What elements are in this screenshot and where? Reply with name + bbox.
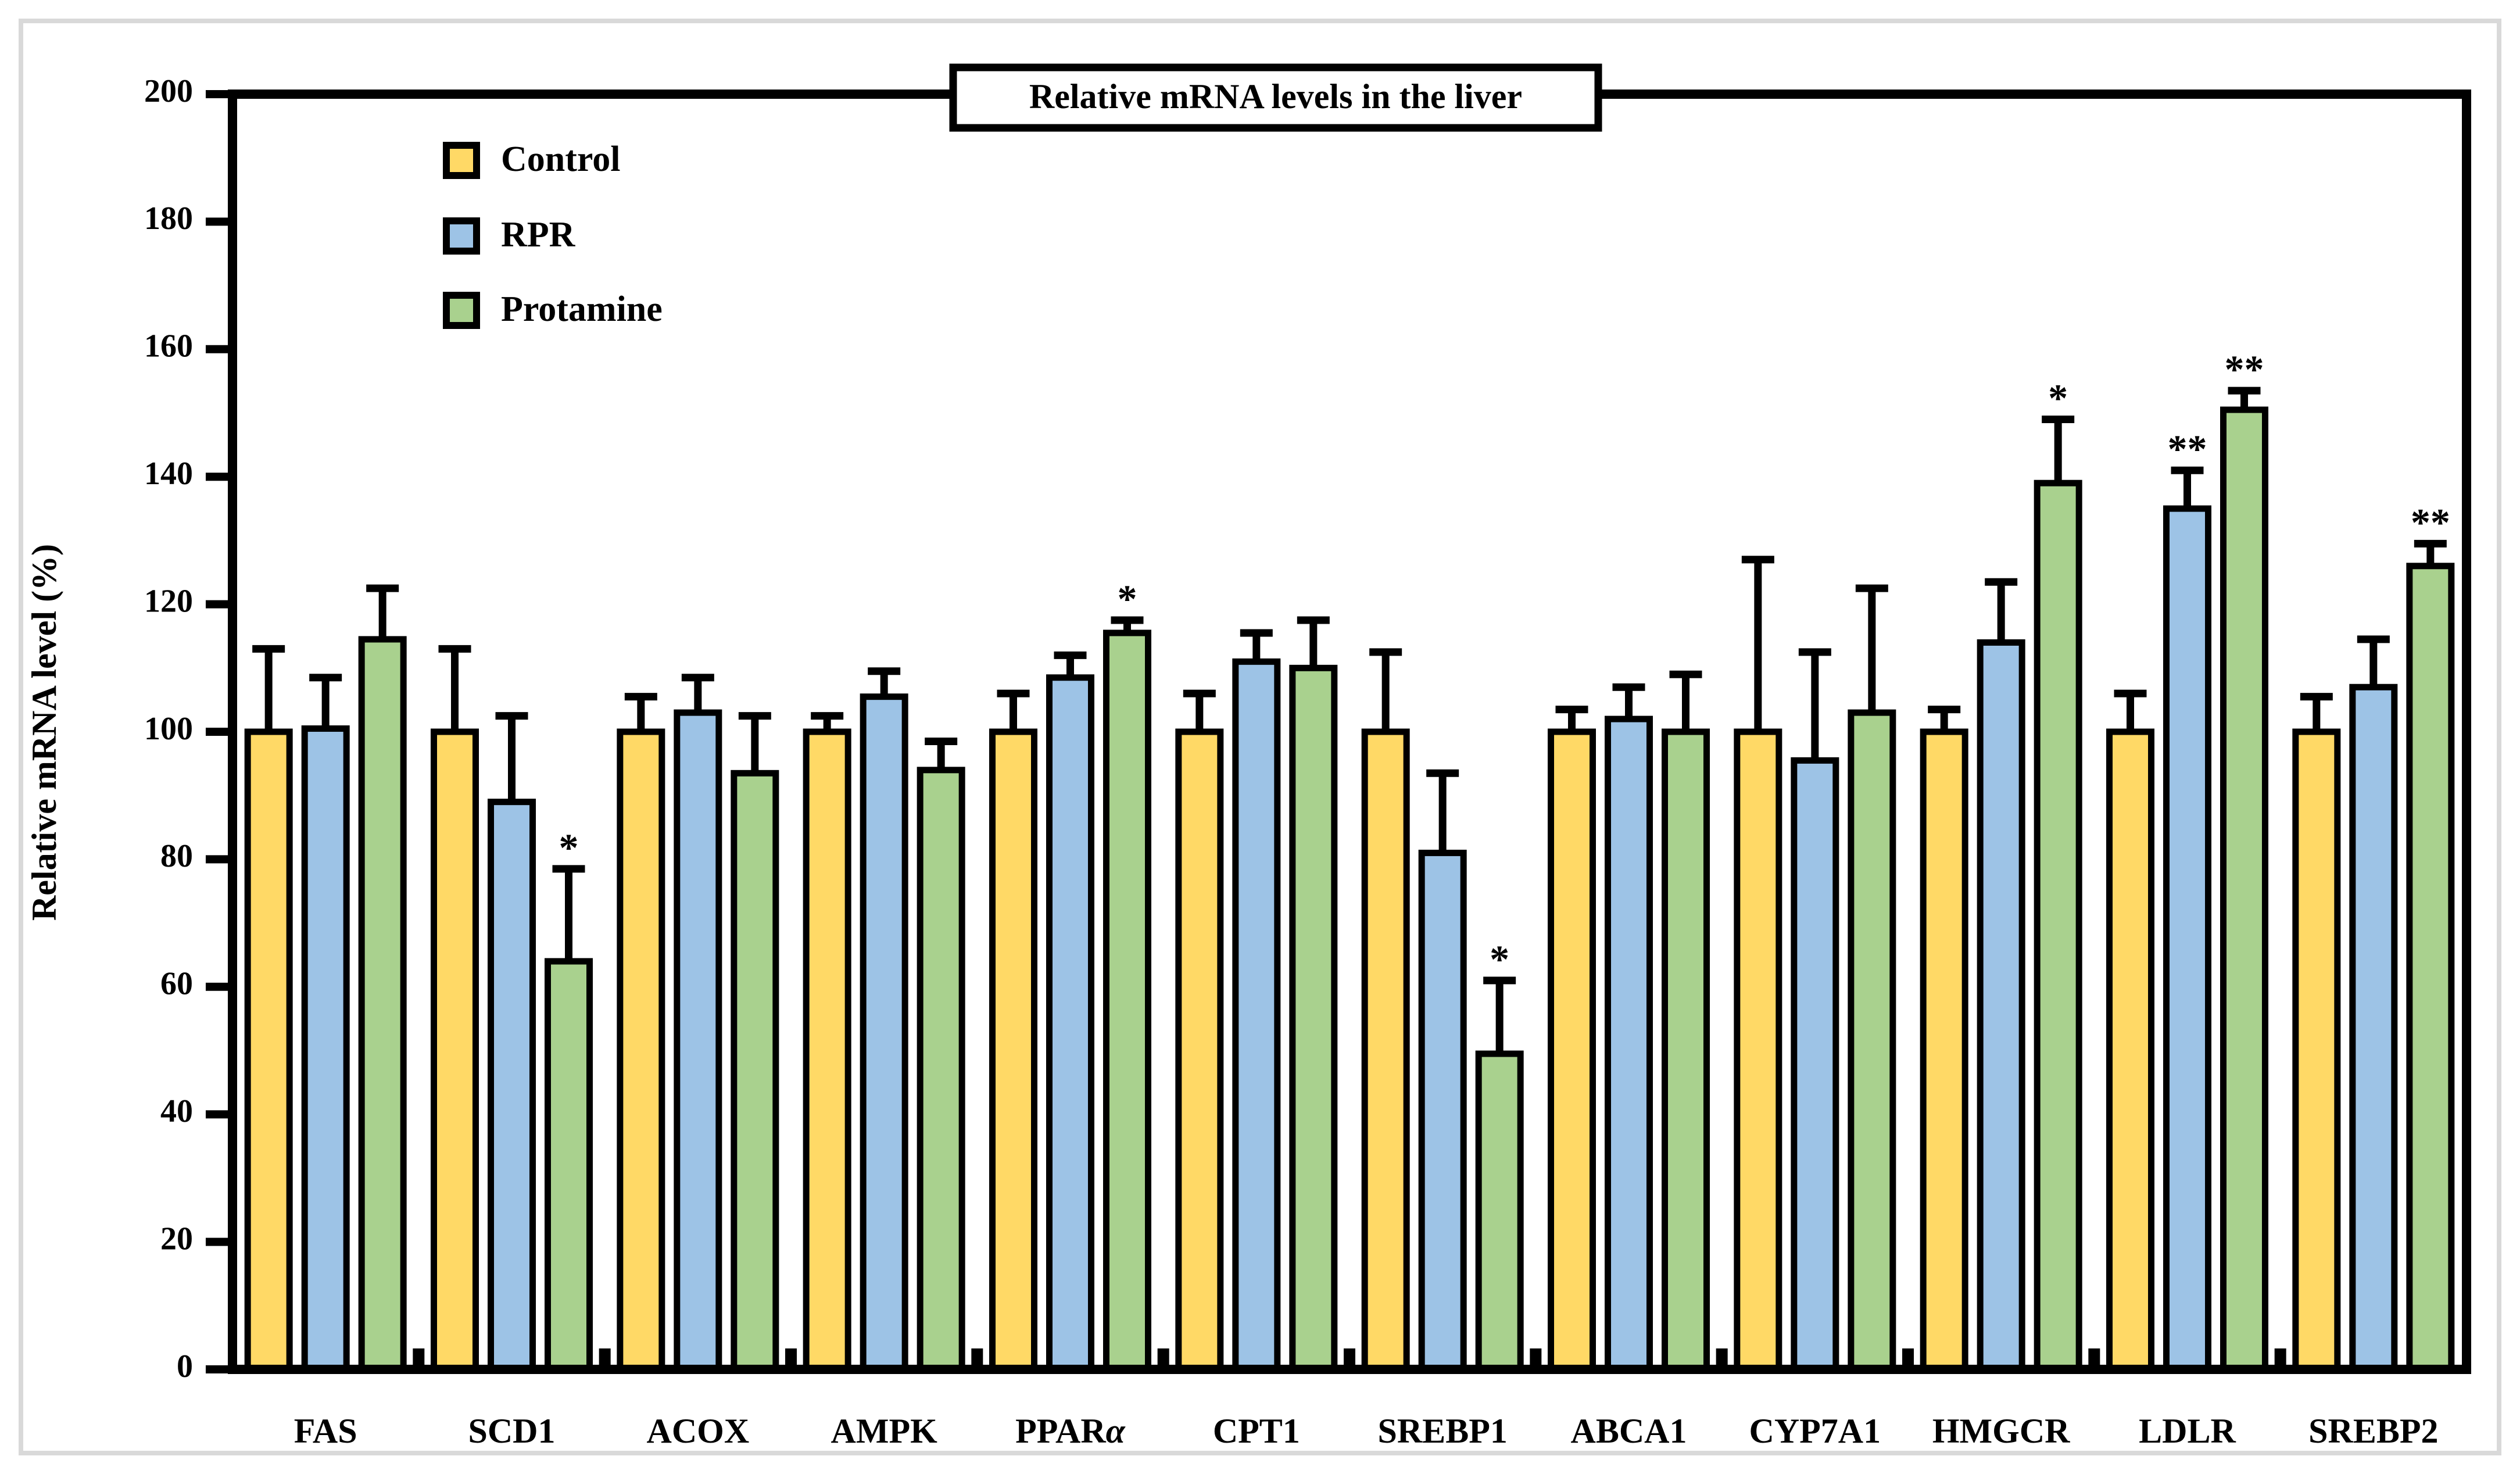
bar-rpr-CYP7A1 <box>1791 757 1839 1373</box>
significance-marker: ** <box>2168 427 2207 471</box>
legend: Control RPR Protamine <box>443 139 663 329</box>
y-tick-label: 180 <box>144 201 193 237</box>
bar-protamine-CPT1 <box>1289 664 1338 1373</box>
y-tick-label: 60 <box>160 966 193 1002</box>
bar-control-AMPK <box>803 728 851 1373</box>
bar-protamine-AMPK <box>917 767 965 1373</box>
bar-rpr-CPT1 <box>1232 658 1281 1373</box>
category-label: CYP7A1 <box>1749 1412 1881 1450</box>
legend-label-control: Control <box>501 139 621 179</box>
bar-protamine-SCD1 <box>545 958 593 1373</box>
bar-control-PPARα <box>989 728 1037 1373</box>
category-label: ABCA1 <box>1570 1412 1687 1450</box>
bar-control-LDLR <box>2106 728 2154 1373</box>
bar-protamine-CYP7A1 <box>1848 709 1896 1373</box>
legend-label-rpr: RPR <box>501 215 576 255</box>
significance-marker: * <box>1490 937 1509 981</box>
y-tick-label: 140 <box>144 456 193 492</box>
bar-control-FAS <box>244 728 293 1373</box>
bar-control-ACOX <box>617 728 665 1373</box>
bar-protamine-ABCA1 <box>1662 728 1710 1373</box>
y-tick-label: 100 <box>144 711 193 747</box>
bar-rpr-LDLR <box>2163 505 2211 1373</box>
y-tick-label: 0 <box>177 1348 193 1384</box>
significance-marker: ** <box>2411 500 2450 544</box>
chart-title: Relative mRNA levels in the liver <box>1029 77 1522 116</box>
bar-protamine-FAS <box>358 636 407 1373</box>
category-label: SCD1 <box>468 1412 555 1450</box>
bar-control-CYP7A1 <box>1734 728 1782 1373</box>
y-axis-title: Relative mRNA level (%) <box>25 544 63 921</box>
bar-control-HMGCR <box>1920 728 1968 1373</box>
bar-rpr-ACOX <box>674 709 722 1373</box>
legend-swatch-control <box>443 142 480 179</box>
category-label: AMPK <box>831 1412 938 1450</box>
y-tick-label: 20 <box>160 1221 193 1257</box>
category-label: PPARα <box>1015 1412 1126 1450</box>
bar-rpr-SREBP2 <box>2349 684 2398 1373</box>
bar-control-ABCA1 <box>1548 728 1596 1373</box>
bar-control-SREBP1 <box>1361 728 1410 1373</box>
bar-protamine-PPARα <box>1103 629 1151 1373</box>
bar-protamine-ACOX <box>731 770 779 1373</box>
significance-marker: * <box>559 825 579 870</box>
bar-rpr-SREBP1 <box>1418 849 1467 1373</box>
bar-rpr-ABCA1 <box>1605 715 1653 1373</box>
bar-rpr-FAS <box>301 725 350 1373</box>
bar-protamine-SREBP2 <box>2406 563 2455 1373</box>
bar-protamine-HMGCR <box>2034 480 2082 1373</box>
y-tick-label: 40 <box>160 1093 193 1129</box>
bar-protamine-LDLR <box>2220 406 2268 1373</box>
bar-rpr-SCD1 <box>488 799 536 1373</box>
legend-swatch-rpr <box>443 217 480 255</box>
significance-marker: ** <box>2225 347 2264 391</box>
figure-border <box>19 19 2501 1455</box>
bar-control-SREBP2 <box>2292 728 2341 1373</box>
y-tick-label: 120 <box>144 583 193 619</box>
bar-control-CPT1 <box>1175 728 1224 1373</box>
legend-label-protamine: Protamine <box>501 289 663 329</box>
x-axis-category-labels: FAS SCD1 ACOX AMPK PPARα CPT1 SREBP1 ABCA1 CYP7A… <box>294 1412 2439 1450</box>
significance-marker: * <box>1118 577 1137 621</box>
title-box <box>949 63 1602 132</box>
y-tick-label: 80 <box>160 838 193 874</box>
y-tick-label: 160 <box>144 328 193 364</box>
category-label: FAS <box>294 1412 357 1450</box>
category-label: LDLR <box>2139 1412 2236 1450</box>
category-label: SREBP1 <box>1377 1412 1507 1450</box>
bar-rpr-PPARα <box>1046 674 1094 1373</box>
y-tick-label: 200 <box>144 73 193 109</box>
bars-layer: ********** <box>244 347 2455 1373</box>
category-label: SREBP2 <box>2308 1412 2438 1450</box>
category-label: CPT1 <box>1213 1412 1300 1450</box>
category-label: HMGCR <box>1932 1412 2070 1450</box>
significance-marker: * <box>2048 375 2068 420</box>
bar-rpr-AMPK <box>860 693 908 1373</box>
bar-control-SCD1 <box>431 728 479 1373</box>
legend-swatch-protamine <box>443 292 480 329</box>
y-axis-tick-labels: 0 20 40 60 80 100 120 140 160 180 200 <box>144 73 193 1384</box>
bar-rpr-HMGCR <box>1977 639 2025 1373</box>
category-label: ACOX <box>646 1412 749 1450</box>
bar-protamine-SREBP1 <box>1475 1050 1524 1373</box>
